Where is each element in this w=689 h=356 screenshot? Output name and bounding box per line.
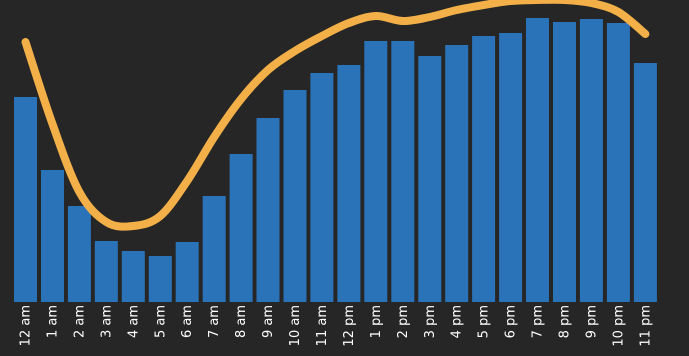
bar-11-pm [633,63,657,302]
x-tick-label: 10 am [288,305,303,346]
x-tick-label: 8 am [234,305,249,338]
bar-8-am [229,154,253,302]
bar-2-am [67,206,91,302]
bar-1-am [41,170,64,302]
x-tick-label: 2 pm [396,305,411,338]
x-tick-label: 12 pm [342,305,357,347]
x-tick-label: 11 pm [638,305,653,347]
bar-7-pm [526,18,549,302]
bar-2-pm [391,41,415,302]
bar-1-pm [364,41,388,302]
x-tick-label: 12 am [19,305,34,346]
bar-3-am [94,241,118,302]
bar-10-pm [606,23,630,302]
x-tick-label: 3 pm [423,305,438,338]
x-tick-label: 11 am [315,305,330,346]
x-tick-label: 2 am [72,305,87,338]
x-tick-label: 9 pm [584,305,599,338]
x-tick-label: 4 am [126,305,141,338]
bar-5-pm [472,36,496,302]
x-tick-label: 7 pm [531,305,546,338]
x-tick-label: 8 pm [558,305,573,338]
bar-8-pm [553,22,576,302]
x-tick-label: 4 pm [450,305,465,338]
x-tick-label: 7 am [207,305,222,338]
bar-9-am [256,118,280,302]
bar-10-am [283,90,307,302]
bar-11-am [310,73,334,302]
x-tick-label: 6 pm [504,305,519,338]
trend-line [21,0,650,231]
x-tick-label: 10 pm [611,305,626,347]
bar-3-pm [418,56,442,302]
bar-4-pm [445,45,469,302]
bar-series [14,18,657,302]
bar-12-am [14,97,37,302]
bar-6-pm [499,33,523,302]
bar-12-pm [337,65,361,302]
x-tick-label: 1 pm [369,305,384,338]
bar-5-am [148,256,172,302]
x-tick-label: 6 am [180,305,195,338]
x-tick-label: 9 am [261,305,276,338]
x-tick-label: 5 am [153,305,168,338]
bar-4-am [121,251,145,302]
x-tick-label: 3 am [99,305,114,338]
bar-9-pm [579,19,603,302]
x-axis-tick-labels: 12 am 1 am 2 am 3 am 4 am 5 am 6 am 7 am 8 am 9 a… [19,305,654,347]
x-tick-label: 5 pm [477,305,492,338]
x-tick-label: 1 am [46,305,61,338]
bar-6-am [175,242,199,302]
bar-7-am [202,196,226,302]
